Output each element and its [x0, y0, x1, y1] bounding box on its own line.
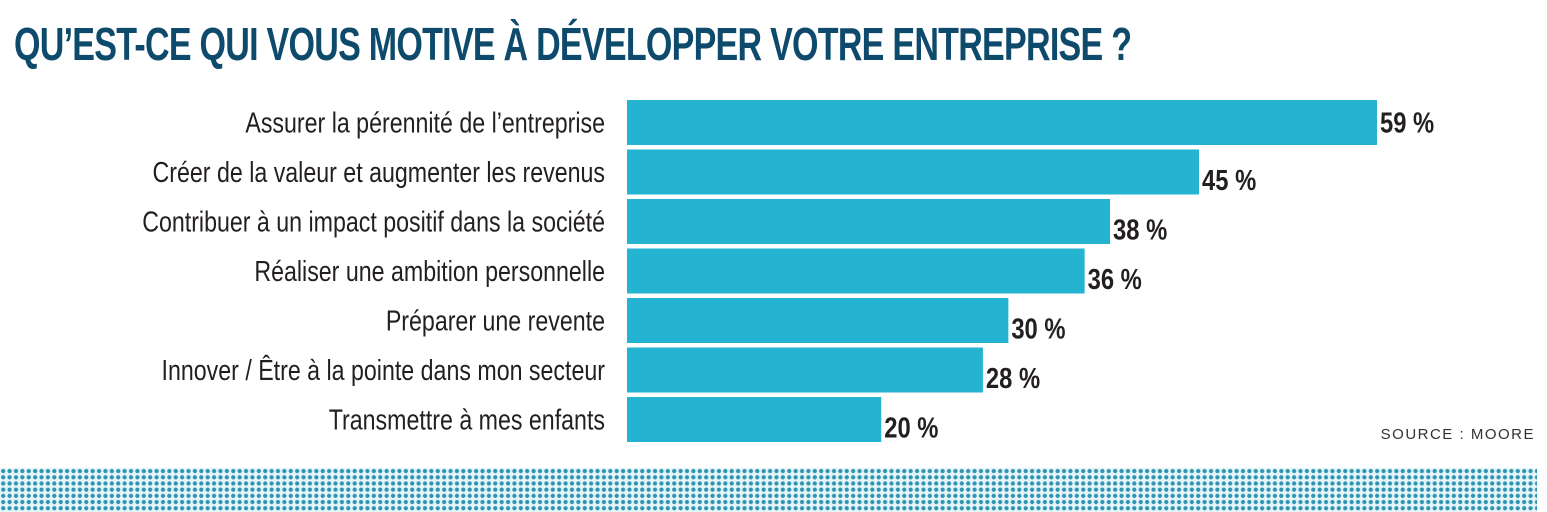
value-label-4: 36 % — [1088, 263, 1142, 296]
bar-4 — [627, 248, 1085, 294]
source-note: SOURCE : MOORE — [1380, 426, 1535, 443]
category-label-7: Transmettre à mes enfants — [329, 403, 605, 436]
category-label-4: Réaliser une ambition personnelle — [254, 254, 605, 287]
value-label-3: 38 % — [1113, 213, 1167, 246]
bar-3 — [627, 199, 1111, 244]
bar-6 — [627, 347, 983, 393]
category-label-5: Préparer une revente — [386, 304, 605, 337]
value-label-6: 28 % — [986, 362, 1040, 395]
value-label-1: 59 % — [1380, 106, 1434, 139]
bar-5 — [627, 298, 1009, 343]
value-label-7: 20 % — [884, 411, 938, 444]
category-label-2: Créer de la valeur et augmenter les reve… — [153, 155, 605, 188]
bar-7 — [627, 397, 882, 442]
decorative-dot-pattern — [0, 468, 1537, 512]
category-label-6: Innover / Être à la pointe dans mon sect… — [162, 353, 606, 386]
category-label-3: Contribuer à un impact positif dans la s… — [142, 205, 605, 238]
bar-1 — [627, 100, 1377, 145]
bar-2 — [627, 149, 1200, 195]
bars-layer: Assurer la pérennité de l’entreprise 59 %… — [142, 100, 1434, 444]
category-label-1: Assurer la pérennité de l’entreprise — [245, 106, 605, 139]
bar-chart: Assurer la pérennité de l’entreprise 59 %… — [142, 100, 1434, 444]
chart-title: QU’EST-CE QUI VOUS MOTIVE À DÉVELOPPER V… — [14, 18, 1132, 70]
value-label-5: 30 % — [1011, 312, 1065, 345]
value-label-2: 45 % — [1202, 164, 1256, 197]
